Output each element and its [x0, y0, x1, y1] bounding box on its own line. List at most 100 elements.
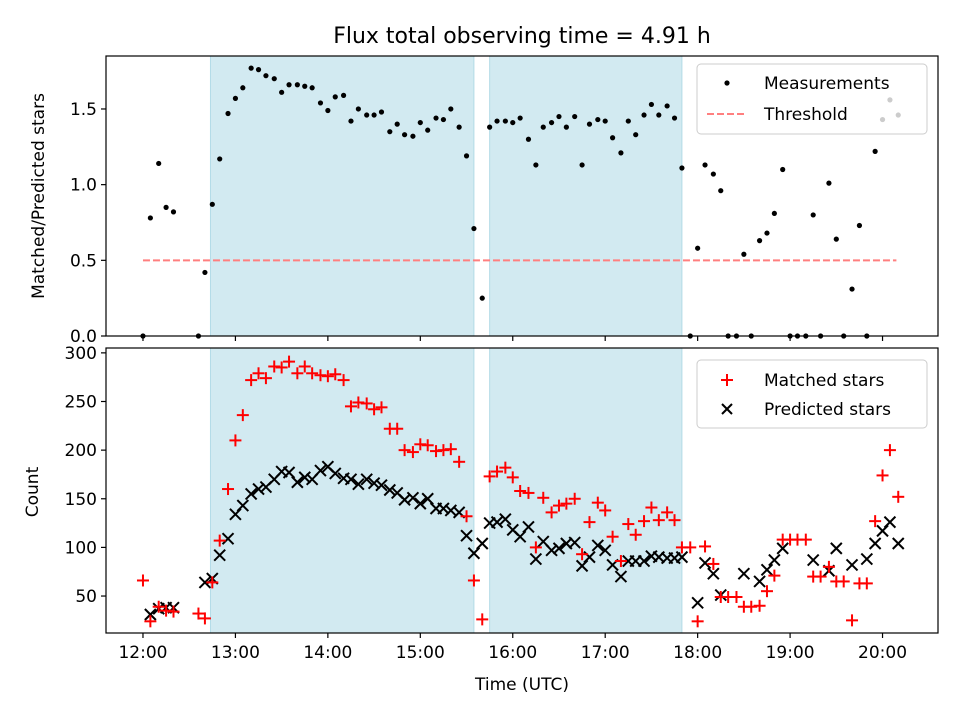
predicted-point	[776, 542, 789, 555]
measurement-point	[849, 286, 855, 292]
matched-point	[198, 612, 211, 625]
measurement-point	[147, 215, 153, 221]
predicted-point	[545, 544, 558, 557]
matched-point	[645, 501, 658, 514]
predicted-point	[860, 552, 874, 566]
predicted-point	[675, 550, 689, 564]
matched-point	[467, 574, 480, 587]
matched-point	[583, 516, 596, 529]
y-tick-label: 50	[75, 587, 97, 607]
observing-window-1	[209, 55, 475, 337]
predicted-point	[499, 512, 512, 526]
predicted-point	[437, 502, 450, 515]
predicted-point	[414, 497, 427, 510]
measurement-point	[355, 106, 361, 112]
matched-point	[684, 541, 697, 554]
predicted-point	[314, 464, 327, 477]
measurement-point	[156, 160, 162, 167]
measurement-point	[263, 73, 269, 79]
measurement-point	[487, 124, 493, 130]
matched-point	[460, 510, 473, 523]
measurement-point	[425, 127, 431, 133]
matched-point	[661, 506, 674, 519]
matched-point	[421, 439, 434, 452]
matched-point	[622, 518, 635, 531]
measurement-point	[394, 121, 400, 127]
matched-point	[391, 422, 404, 435]
matched-point	[892, 490, 905, 503]
matched-point	[167, 605, 180, 618]
x-axis-label: Time (UTC)	[474, 675, 569, 695]
measurement-point	[340, 92, 347, 98]
measurement-point	[548, 119, 555, 126]
measurement-point	[556, 113, 562, 120]
y-tick-label: 200	[65, 441, 97, 461]
measurement-point	[456, 124, 462, 130]
predicted-point	[753, 575, 766, 588]
chart-title: Flux total observing time = 4.91 h	[333, 24, 711, 49]
predicted-point	[614, 570, 628, 583]
predicted-point	[291, 476, 304, 489]
ratio-x-ticks	[142, 336, 884, 341]
matched-point	[329, 368, 342, 381]
matched-point	[814, 570, 827, 583]
predicted-point	[367, 476, 381, 490]
matched-point	[876, 469, 889, 482]
matched-point	[306, 367, 319, 380]
measurement-point	[302, 83, 308, 89]
measurement-point	[255, 67, 262, 73]
predicted-point	[329, 467, 342, 480]
matched-point	[506, 471, 519, 484]
y-tick-label: 100	[65, 538, 97, 558]
x-tick-label: 12:00	[118, 643, 167, 663]
measurement-point	[641, 112, 647, 118]
measurement-point	[440, 116, 447, 123]
predicted-legend-label: Predicted stars	[764, 400, 891, 420]
matched-point	[846, 614, 859, 627]
measurement-point	[494, 118, 500, 124]
predicted-point	[830, 542, 843, 555]
measurement-point	[533, 162, 539, 168]
observing-windows	[209, 347, 683, 634]
measurement-point	[618, 150, 624, 156]
measurement-point	[202, 269, 208, 276]
count-plot-frame	[105, 347, 939, 634]
predicted-point	[768, 553, 781, 567]
matched-point	[298, 360, 311, 373]
measurement-point	[502, 118, 508, 124]
matched-point	[444, 443, 457, 456]
measurement-point	[695, 245, 701, 251]
measurement-point	[348, 118, 354, 124]
predicted-point	[236, 499, 250, 512]
matched-legend-label: Matched stars	[764, 371, 884, 391]
y-tick-label: 1.0	[70, 176, 97, 196]
x-tick-label: 17:00	[581, 643, 630, 663]
measurement-point	[387, 129, 393, 135]
predicted-point	[760, 563, 774, 576]
matched-point	[152, 600, 165, 613]
matched-point	[629, 528, 642, 541]
predicted-point	[637, 554, 651, 568]
observing-window-1	[209, 347, 475, 634]
matched-point	[606, 530, 619, 543]
matched-point	[360, 397, 373, 410]
measurement-point	[317, 100, 324, 106]
measurement-point	[579, 162, 585, 168]
matched-point	[275, 361, 288, 374]
measurement-point	[741, 251, 747, 257]
measurement-point	[271, 76, 277, 82]
matched-point	[568, 492, 581, 505]
matched-point	[652, 514, 665, 527]
count-panel: 12:00 13:00 14:00 15:00 16:00 17:00 18:00 19:00…	[23, 344, 939, 695]
matched-point	[768, 569, 781, 582]
matched-point	[883, 444, 896, 457]
measurement-point	[540, 124, 546, 130]
y-tick-label: 150	[65, 490, 97, 510]
measurement-point	[294, 82, 300, 88]
measurement-point	[217, 156, 223, 162]
matched-point	[291, 367, 304, 380]
measurement-point	[309, 85, 315, 91]
measurement-point	[572, 113, 578, 120]
measurement-point	[163, 204, 169, 210]
matched-point	[591, 496, 604, 509]
